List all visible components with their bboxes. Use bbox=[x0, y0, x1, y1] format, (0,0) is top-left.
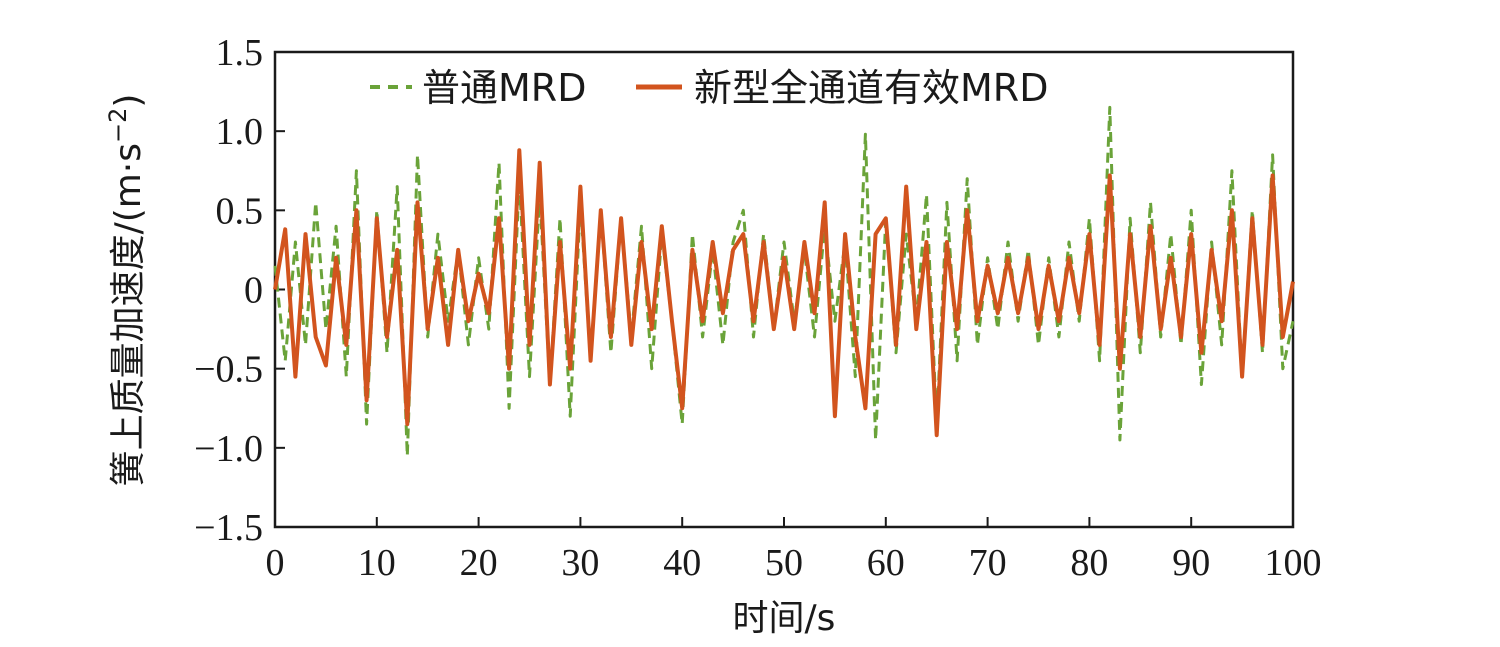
y-tick-label: −1.0 bbox=[194, 428, 263, 470]
y-tick-label: 1.5 bbox=[216, 32, 264, 74]
series-layer bbox=[273, 105, 1295, 458]
legend-label-normal-mrd: 普通MRD bbox=[422, 66, 586, 110]
y-axis-title: 簧上质量加速度/(m·s−2) bbox=[104, 94, 149, 487]
x-axis-title: 时间/s bbox=[733, 598, 836, 639]
y-tick-label: 0 bbox=[244, 270, 263, 312]
x-tick-label: 50 bbox=[765, 542, 803, 584]
series-line-normal-mrd bbox=[273, 105, 1295, 458]
x-tick-label: 100 bbox=[1265, 542, 1322, 584]
x-tick-label: 60 bbox=[867, 542, 905, 584]
plot-frame bbox=[273, 50, 1295, 529]
y-axis-title-close: ) bbox=[108, 94, 149, 108]
x-tick-label: 70 bbox=[969, 542, 1007, 584]
x-tick-label: 40 bbox=[663, 542, 701, 584]
y-axis-title-superscript: −2 bbox=[104, 108, 132, 143]
series-line-new-mrd bbox=[273, 148, 1295, 438]
y-tick-label: −1.5 bbox=[194, 507, 263, 549]
x-tick-label: 0 bbox=[266, 542, 285, 584]
legend: 普通MRD 新型全通道有效MRD bbox=[370, 66, 1048, 110]
x-tick-label: 30 bbox=[561, 542, 599, 584]
y-tick-label: 0.5 bbox=[216, 190, 264, 232]
x-tick-label: 90 bbox=[1172, 542, 1210, 584]
legend-label-new-mrd: 新型全通道有效MRD bbox=[694, 66, 1048, 110]
y-tick-label: −0.5 bbox=[194, 349, 263, 391]
x-axis: 0 10 20 30 40 50 60 70 80 90 100 bbox=[266, 517, 1322, 584]
x-tick-label: 80 bbox=[1070, 542, 1108, 584]
y-axis: 1.5 1.0 0.5 0 −0.5 −1.0 −1.5 bbox=[194, 32, 285, 549]
y-tick-label: 1.0 bbox=[216, 111, 264, 153]
y-axis-title-main: 簧上质量加速度/(m·s bbox=[108, 143, 149, 486]
x-tick-label: 10 bbox=[358, 542, 396, 584]
x-tick-label: 20 bbox=[460, 542, 498, 584]
